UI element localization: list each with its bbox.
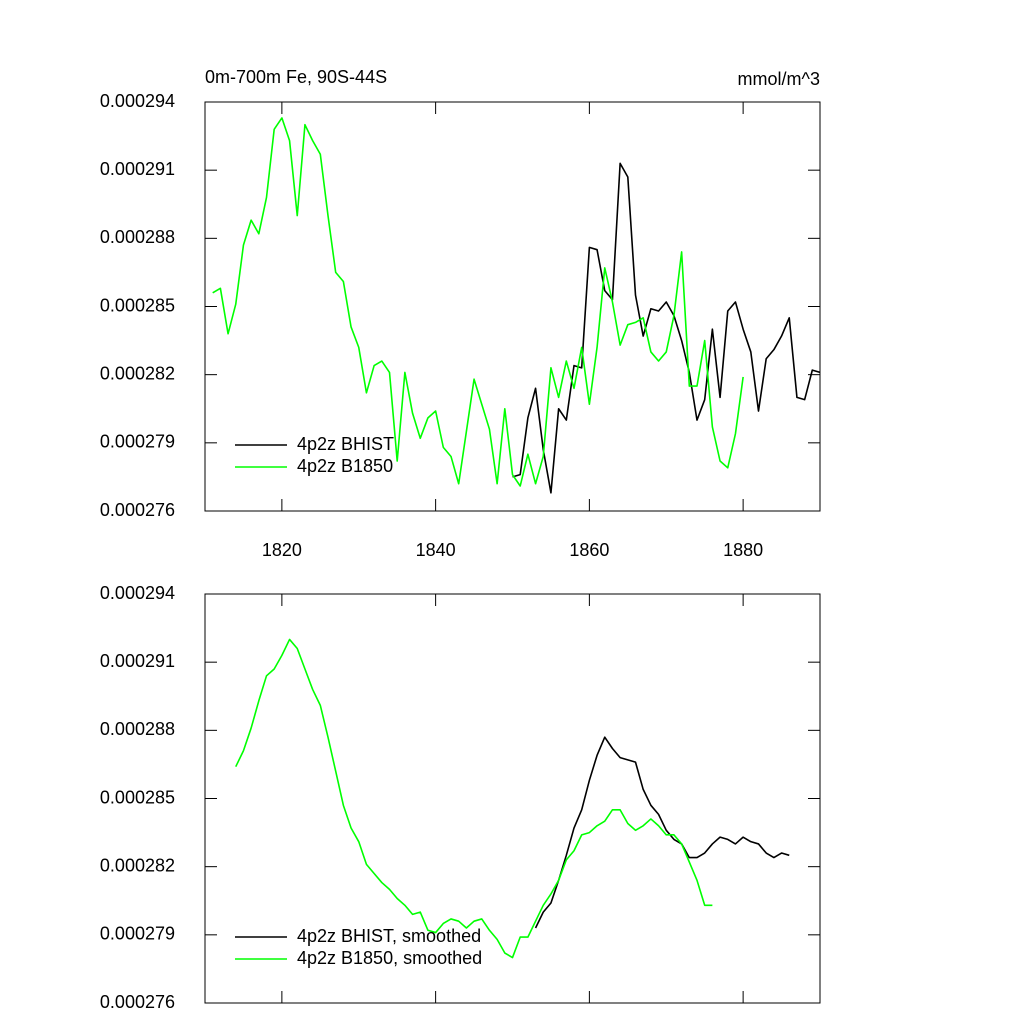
y-tick-label: 0.000279	[100, 924, 175, 944]
legend-label: 4p2z B1850, smoothed	[297, 948, 482, 968]
y-tick-label: 0.000282	[100, 363, 175, 383]
x-tick-label: 1860	[569, 540, 609, 560]
y-tick-label: 0.000276	[100, 992, 175, 1012]
y-tick-label: 0.000288	[100, 719, 175, 739]
y-tick-label: 0.000294	[100, 91, 175, 111]
y-tick-label: 0.000294	[100, 583, 175, 603]
series-line	[534, 736, 790, 929]
legend-label: 4p2z BHIST, smoothed	[297, 926, 481, 946]
series-line	[235, 638, 713, 959]
x-tick-label: 1840	[416, 540, 456, 560]
series-line	[512, 162, 821, 494]
y-tick-label: 0.000282	[100, 855, 175, 875]
legend-label: 4p2z BHIST	[297, 434, 394, 454]
y-tick-label: 0.000285	[100, 295, 175, 315]
units-label: mmol/m^3	[738, 69, 820, 89]
y-tick-label: 0.000288	[100, 227, 175, 247]
y-tick-label: 0.000279	[100, 432, 175, 452]
x-tick-label: 1880	[723, 540, 763, 560]
series-line	[212, 117, 744, 487]
x-tick-label: 1820	[262, 540, 302, 560]
chart-title: 0m-700m Fe, 90S-44S	[205, 67, 387, 87]
y-tick-label: 0.000291	[100, 159, 175, 179]
legend-label: 4p2z B1850	[297, 456, 393, 476]
y-tick-label: 0.000291	[100, 651, 175, 671]
y-tick-label: 0.000276	[100, 500, 175, 520]
y-tick-label: 0.000285	[100, 787, 175, 807]
